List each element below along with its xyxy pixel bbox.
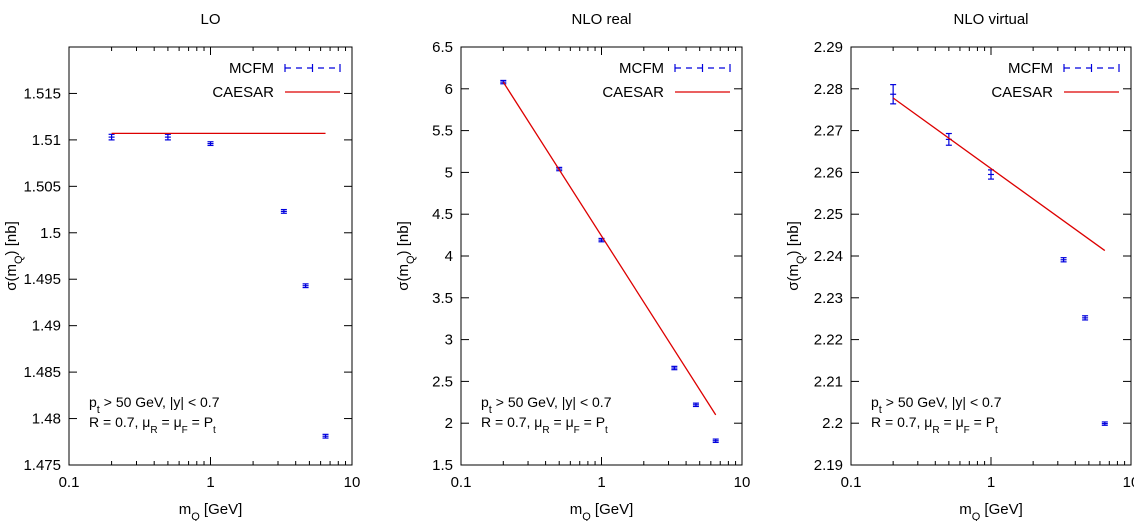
y-tick-label: 2.26 — [814, 164, 843, 181]
mcfm-point — [164, 133, 171, 141]
y-tick-label: 1.5 — [432, 457, 453, 474]
y-tick-label: 4 — [445, 248, 453, 265]
y-tick-label: 3.5 — [432, 290, 453, 307]
x-axis-label: mQ [GeV] — [959, 501, 1023, 521]
y-tick-label: 6.5 — [432, 39, 453, 56]
legend-label-caesar: CAESAR — [212, 84, 274, 101]
mcfm-point — [712, 438, 719, 444]
mcfm-point — [302, 283, 309, 289]
y-tick-label: 1.51 — [32, 132, 61, 149]
legend: MCFM CAESAR — [602, 60, 731, 101]
y-tick-label: 2.27 — [814, 123, 843, 140]
x-axis-label: mQ [GeV] — [570, 501, 634, 521]
mcfm-point — [890, 84, 897, 105]
legend: MCFM CAESAR — [991, 60, 1120, 101]
y-tick-label: 2.29 — [814, 39, 843, 56]
mcfm-point — [280, 208, 287, 214]
y-tick-label: 2.5 — [432, 373, 453, 390]
mcfm-point — [1060, 257, 1067, 263]
y-tick-label: 2.28 — [814, 81, 843, 98]
y-tick-label: 1.48 — [32, 411, 61, 428]
y-tick-label: 2.19 — [814, 457, 843, 474]
x-tick-label: 0.1 — [59, 474, 80, 491]
y-axis-label: σ(mQ) [nb] — [395, 221, 417, 291]
y-tick-label: 6 — [445, 81, 453, 98]
y-tick-label: 1.505 — [23, 178, 61, 195]
legend-label-caesar: CAESAR — [991, 84, 1053, 101]
chart-title: NLO virtual — [953, 11, 1028, 28]
x-tick-label: 10 — [734, 474, 751, 491]
mcfm-point — [207, 141, 214, 147]
scales-annotation: R = 0.7, μR = μF = Pt — [871, 414, 998, 436]
mcfm-point — [988, 169, 994, 180]
chart-title: LO — [200, 11, 220, 28]
caesar-line — [502, 81, 717, 416]
legend-label-mcfm: MCFM — [1008, 60, 1053, 77]
y-tick-label: 1.485 — [23, 364, 61, 381]
cuts-annotation: pt > 50 GeV, |y| < 0.7 — [89, 394, 220, 416]
y-tick-label: 2.23 — [814, 290, 843, 307]
y-tick-label: 2.2 — [822, 415, 843, 432]
y-tick-label: 3 — [445, 332, 453, 349]
y-tick-label: 2.24 — [814, 248, 843, 265]
x-tick-label: 1 — [206, 474, 214, 491]
scales-annotation: R = 0.7, μR = μF = Pt — [89, 414, 216, 436]
x-tick-label: 0.1 — [841, 474, 862, 491]
y-tick-label: 2.21 — [814, 373, 843, 390]
cuts-annotation: pt > 50 GeV, |y| < 0.7 — [871, 394, 1002, 416]
mcfm-point — [1101, 421, 1108, 426]
y-tick-label: 1.49 — [32, 318, 61, 335]
mcfm-point — [671, 365, 678, 371]
legend-label-mcfm: MCFM — [229, 60, 274, 77]
chart-panel-1: LO 1.475 1.48 1.485 1.49 1.495 1.5 1.505 1.51 1.5… — [3, 11, 360, 521]
y-tick-label: 2.22 — [814, 332, 843, 349]
y-axis-label: σ(mQ) [nb] — [785, 221, 807, 291]
chart-panel-3: NLO virtual 2.19 2.2 2.21 2.22 2.23 2.24 2.25 2.… — [785, 11, 1134, 521]
x-tick-label: 1 — [987, 474, 995, 491]
y-axis-label: σ(mQ) [nb] — [3, 221, 25, 291]
x-tick-label: 10 — [344, 474, 361, 491]
chart-title: NLO real — [571, 11, 631, 28]
mcfm-point — [322, 433, 329, 439]
y-tick-label: 2 — [445, 415, 453, 432]
y-tick-label: 5.5 — [432, 123, 453, 140]
mcfm-point — [108, 133, 115, 141]
y-tick-label: 1.515 — [23, 85, 61, 102]
mcfm-point — [1082, 315, 1089, 321]
y-tick-label: 4.5 — [432, 206, 453, 223]
y-tick-label: 1.475 — [23, 457, 61, 474]
y-tick-label: 5 — [445, 164, 453, 181]
chart-panel-2: NLO real 1.5 2 2.5 3 3.5 4 4.5 5 5.5 6 6.5 0.1 1 10 mQ … — [395, 11, 750, 521]
x-axis-label: mQ [GeV] — [179, 501, 243, 521]
cuts-annotation: pt > 50 GeV, |y| < 0.7 — [481, 394, 612, 416]
caesar-line — [892, 97, 1106, 252]
y-tick-label: 1.5 — [40, 225, 61, 242]
x-tick-label: 0.1 — [451, 474, 472, 491]
x-tick-label: 10 — [1123, 474, 1134, 491]
y-tick-label: 2.25 — [814, 206, 843, 223]
scales-annotation: R = 0.7, μR = μF = Pt — [481, 414, 608, 436]
x-tick-label: 1 — [597, 474, 605, 491]
legend-label-caesar: CAESAR — [602, 84, 664, 101]
mcfm-point — [692, 402, 699, 408]
legend: MCFM CAESAR — [212, 60, 341, 101]
legend-label-mcfm: MCFM — [619, 60, 664, 77]
y-tick-label: 1.495 — [23, 271, 61, 288]
